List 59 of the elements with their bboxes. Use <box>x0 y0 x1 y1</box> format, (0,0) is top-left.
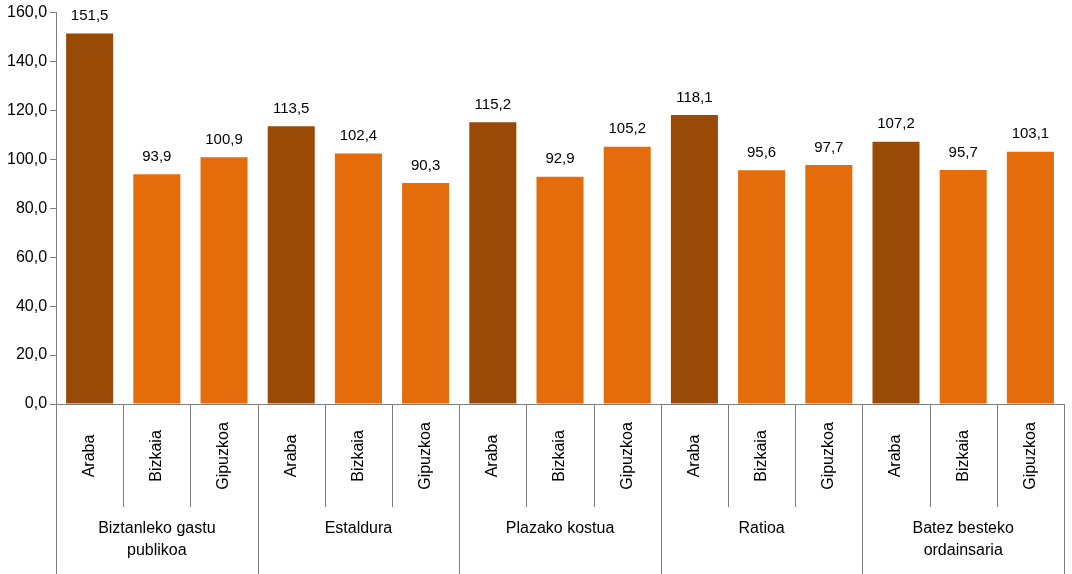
y-tick-label: 60,0 <box>15 247 48 265</box>
data-label: 100,9 <box>205 129 243 147</box>
y-tick-label: 80,0 <box>15 198 48 216</box>
y-tick-label: 40,0 <box>15 296 48 314</box>
data-label: 92,9 <box>545 149 575 167</box>
data-label: 151,5 <box>70 6 109 24</box>
bar <box>872 141 920 404</box>
data-label: 90,3 <box>411 155 441 173</box>
data-label: 115,2 <box>474 94 512 112</box>
x-tick-label: Bizkaia <box>953 430 971 482</box>
x-tick-label: Bizkaia <box>550 430 568 482</box>
data-label: 107,2 <box>877 114 915 132</box>
y-tick-label: 140,0 <box>6 51 48 69</box>
y-tick-label: 120,0 <box>6 100 48 118</box>
x-tick-label: Gipuzkoa <box>617 422 635 490</box>
bar <box>939 169 987 404</box>
bar <box>334 153 382 404</box>
bar <box>738 170 786 404</box>
data-label: 105,2 <box>608 119 646 137</box>
x-tick-label: Araba <box>684 434 702 478</box>
x-tick-label: Araba <box>886 434 904 478</box>
x-tick-label: Gipuzkoa <box>819 422 837 490</box>
text: Plazako kostua <box>505 519 615 537</box>
data-label: 97,7 <box>814 137 844 155</box>
data-label: 103,1 <box>1011 124 1050 142</box>
data-label: 118,1 <box>676 87 713 105</box>
x-tick-label: Araba <box>281 434 299 478</box>
bar <box>469 122 517 404</box>
bar <box>1006 151 1054 404</box>
text: Biztanleko gastu publikoa <box>98 519 216 559</box>
bar <box>603 146 651 404</box>
x-tick-label: Gipuzkoa <box>416 422 434 490</box>
data-label: 95,7 <box>948 142 978 160</box>
x-tick-label: Araba <box>80 434 98 478</box>
bar <box>402 183 450 404</box>
text: Estaldura <box>324 519 393 537</box>
text: Batez besteko ordainsaria <box>912 519 1014 559</box>
data-label: 95,6 <box>747 142 777 160</box>
x-tick-label: Bizkaia <box>752 430 770 482</box>
x-tick-label: Gipuzkoa <box>214 422 232 490</box>
bar <box>66 33 114 404</box>
data-label: 93,9 <box>142 146 172 164</box>
data-label: 102,4 <box>339 126 378 144</box>
bar <box>670 115 718 404</box>
bar <box>536 176 584 404</box>
x-tick-label: Gipuzkoa <box>1020 422 1038 490</box>
y-tick-label: 0,0 <box>24 394 48 412</box>
x-tick-label: Araba <box>483 434 501 478</box>
y-tick-label: 20,0 <box>15 345 48 363</box>
bar <box>200 157 248 404</box>
data-label: 113,5 <box>273 98 310 116</box>
y-tick-label: 160,0 <box>6 3 48 21</box>
bar <box>805 165 853 404</box>
bar <box>133 174 181 404</box>
bar <box>267 126 315 404</box>
y-tick-label: 100,0 <box>6 149 48 167</box>
text: Ratioa <box>738 519 785 537</box>
x-tick-label: Bizkaia <box>348 430 366 482</box>
x-tick-label: Bizkaia <box>147 430 165 482</box>
